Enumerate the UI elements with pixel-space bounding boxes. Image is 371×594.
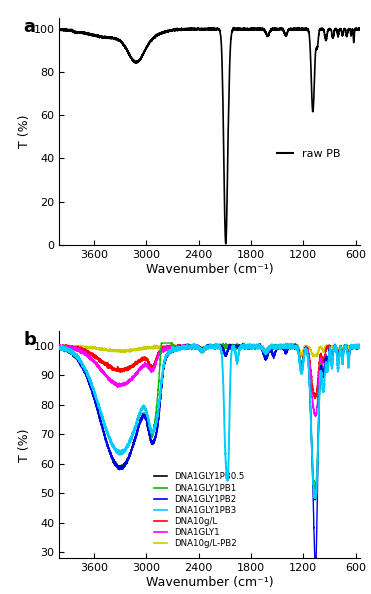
DNA1GLY1PB3 — [112, 444, 116, 451]
DNA1GLY1PB0.5 — [240, 340, 245, 347]
DNA1GLY1PB2 — [304, 346, 309, 353]
DNA1GLY1 — [282, 342, 286, 349]
DNA10g/L — [172, 345, 176, 352]
Y-axis label: T (%): T (%) — [18, 115, 31, 148]
DNA10g/L — [253, 343, 257, 350]
DNA1GLY1PB3 — [313, 495, 317, 502]
DNA1GLY1PB1 — [57, 345, 62, 352]
DNA10g/L-PB2 — [237, 343, 242, 350]
DNA1GLY1PB1 — [112, 459, 116, 466]
Text: a: a — [23, 18, 35, 36]
Line: DNA1GLY1PB0.5: DNA1GLY1PB0.5 — [59, 344, 360, 500]
X-axis label: Wavenumber (cm⁻¹): Wavenumber (cm⁻¹) — [146, 263, 273, 276]
DNA1GLY1PB2 — [253, 342, 257, 349]
DNA1GLY1PB0.5 — [112, 456, 116, 463]
DNA1GLY1 — [304, 345, 309, 352]
DNA1GLY1PB3 — [237, 347, 242, 354]
DNA1GLY1PB3 — [208, 340, 212, 347]
DNA1GLY1PB2 — [213, 340, 217, 347]
DNA10g/L — [358, 342, 362, 349]
DNA10g/L-PB2 — [282, 343, 286, 350]
DNA1GLY1PB0.5 — [253, 344, 257, 351]
DNA1GLY1 — [112, 378, 116, 385]
DNA10g/L — [237, 342, 242, 349]
DNA1GLY1PB2 — [312, 555, 317, 562]
DNA1GLY1PB1 — [253, 344, 257, 351]
Legend: DNA1GLY1PB0.5, DNA1GLY1PB1, DNA1GLY1PB2, DNA1GLY1PB3, DNA10g/L, DNA1GLY1, DNA10g: DNA1GLY1PB0.5, DNA1GLY1PB1, DNA1GLY1PB2,… — [151, 469, 248, 552]
DNA1GLY1PB1 — [237, 343, 242, 350]
DNA1GLY1PB0.5 — [358, 341, 362, 348]
DNA1GLY1PB2 — [237, 343, 242, 350]
DNA1GLY1PB1 — [159, 340, 164, 347]
Line: DNA1GLY1: DNA1GLY1 — [59, 343, 360, 416]
DNA1GLY1PB3 — [282, 343, 286, 350]
DNA1GLY1 — [313, 412, 318, 419]
DNA10g/L-PB2 — [253, 343, 257, 350]
DNA1GLY1 — [172, 344, 176, 351]
DNA1GLY1PB0.5 — [304, 346, 309, 353]
DNA1GLY1PB3 — [253, 343, 257, 350]
Legend: raw PB: raw PB — [272, 145, 345, 163]
DNA1GLY1PB2 — [112, 457, 116, 465]
DNA1GLY1PB0.5 — [172, 345, 176, 352]
Line: DNA10g/L: DNA10g/L — [59, 343, 360, 399]
DNA1GLY1PB1 — [358, 343, 362, 350]
X-axis label: Wavenumber (cm⁻¹): Wavenumber (cm⁻¹) — [146, 576, 273, 589]
DNA10g/L — [258, 340, 262, 347]
Line: DNA1GLY1PB3: DNA1GLY1PB3 — [59, 344, 360, 498]
DNA1GLY1PB0.5 — [57, 343, 62, 350]
DNA1GLY1PB1 — [304, 347, 309, 354]
DNA1GLY1PB1 — [282, 345, 286, 352]
DNA1GLY1PB2 — [282, 345, 286, 352]
DNA1GLY1PB0.5 — [237, 345, 242, 352]
Line: DNA1GLY1PB2: DNA1GLY1PB2 — [59, 344, 360, 558]
DNA10g/L — [282, 342, 286, 349]
DNA1GLY1 — [253, 345, 257, 352]
DNA1GLY1 — [224, 340, 228, 347]
DNA1GLY1 — [237, 343, 242, 350]
Text: b: b — [23, 331, 36, 349]
DNA10g/L — [112, 365, 116, 372]
DNA10g/L — [313, 395, 317, 402]
DNA1GLY1PB1 — [172, 344, 177, 351]
DNA10g/L-PB2 — [314, 353, 318, 360]
DNA1GLY1PB2 — [358, 343, 362, 350]
Line: DNA10g/L-PB2: DNA10g/L-PB2 — [59, 345, 360, 356]
DNA1GLY1PB1 — [313, 485, 317, 492]
DNA10g/L-PB2 — [304, 343, 309, 350]
Line: DNA1GLY1PB1: DNA1GLY1PB1 — [59, 343, 360, 489]
DNA1GLY1PB3 — [304, 346, 309, 353]
Y-axis label: T (%): T (%) — [18, 428, 31, 462]
DNA1GLY1 — [358, 342, 362, 349]
DNA10g/L-PB2 — [220, 341, 224, 348]
DNA10g/L — [304, 343, 309, 350]
DNA10g/L-PB2 — [172, 344, 176, 351]
DNA1GLY1 — [57, 343, 62, 350]
DNA1GLY1PB0.5 — [282, 344, 286, 351]
DNA1GLY1PB2 — [172, 347, 176, 355]
DNA1GLY1PB3 — [358, 342, 362, 349]
DNA10g/L-PB2 — [358, 343, 362, 350]
DNA10g/L — [57, 343, 62, 350]
DNA10g/L-PB2 — [112, 348, 116, 355]
DNA10g/L-PB2 — [57, 342, 62, 349]
DNA1GLY1PB2 — [57, 343, 62, 350]
DNA1GLY1PB0.5 — [313, 496, 317, 503]
DNA1GLY1PB3 — [57, 344, 62, 351]
DNA1GLY1PB3 — [172, 345, 176, 352]
